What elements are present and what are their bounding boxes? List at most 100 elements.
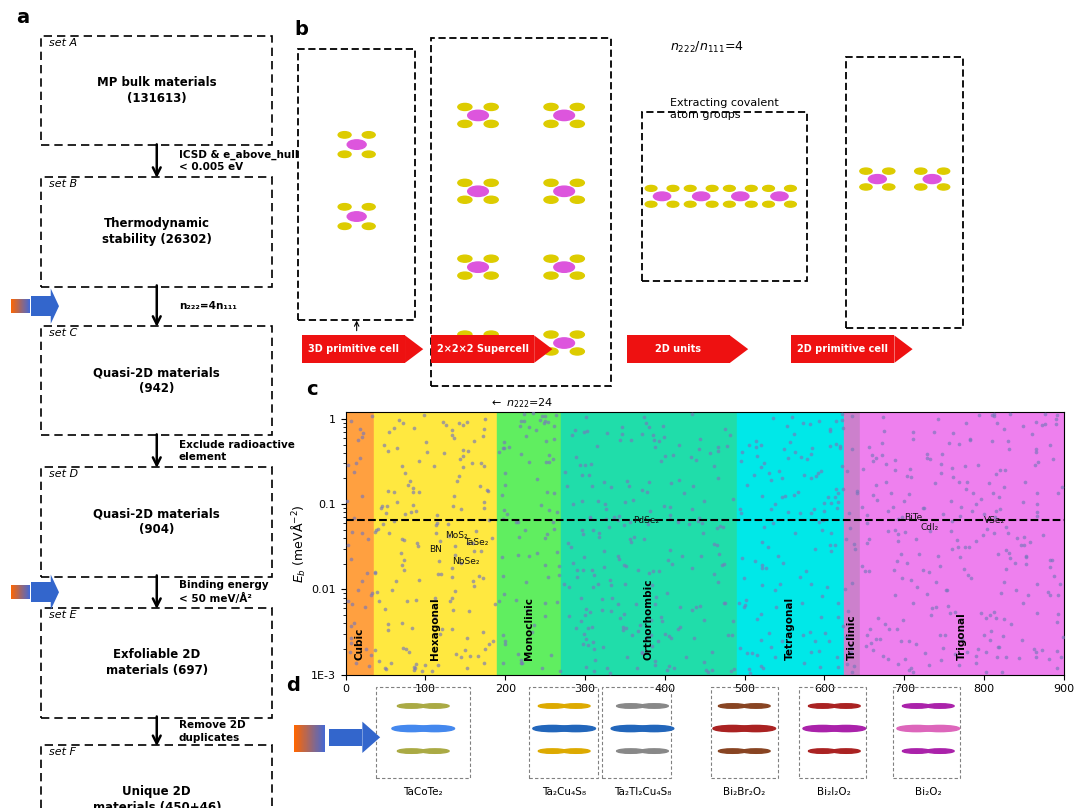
Circle shape bbox=[617, 749, 645, 753]
Point bbox=[811, 660, 828, 673]
Point bbox=[747, 434, 765, 447]
Point bbox=[1000, 546, 1017, 559]
Point bbox=[586, 654, 604, 667]
Point bbox=[405, 498, 422, 511]
Point bbox=[670, 516, 687, 528]
FancyBboxPatch shape bbox=[41, 467, 272, 577]
Point bbox=[635, 410, 652, 423]
Point bbox=[806, 503, 823, 516]
Point bbox=[690, 512, 707, 525]
Point bbox=[840, 648, 858, 661]
Point bbox=[657, 449, 674, 462]
Point bbox=[1016, 475, 1034, 488]
Point bbox=[572, 615, 590, 628]
Point bbox=[463, 456, 481, 469]
Point bbox=[1050, 608, 1067, 621]
Point bbox=[663, 558, 680, 570]
Point bbox=[595, 475, 612, 488]
Point bbox=[643, 613, 660, 626]
Point bbox=[531, 413, 549, 426]
Point bbox=[397, 642, 415, 655]
Point bbox=[955, 562, 972, 575]
Point bbox=[584, 581, 602, 594]
Point bbox=[719, 629, 737, 642]
Point bbox=[731, 642, 748, 654]
Point bbox=[714, 520, 731, 533]
Circle shape bbox=[362, 204, 375, 210]
Point bbox=[734, 572, 752, 585]
Point bbox=[361, 659, 378, 672]
Point bbox=[731, 503, 748, 516]
Point bbox=[1040, 586, 1057, 599]
Point bbox=[872, 633, 889, 646]
Point bbox=[828, 650, 846, 663]
Point bbox=[988, 650, 1005, 663]
Point bbox=[516, 524, 534, 537]
Circle shape bbox=[544, 331, 558, 338]
Circle shape bbox=[458, 120, 472, 128]
Point bbox=[363, 588, 380, 601]
Point bbox=[774, 557, 792, 570]
Point bbox=[360, 532, 377, 545]
Point bbox=[538, 456, 555, 469]
Point bbox=[606, 511, 623, 524]
Point bbox=[648, 591, 665, 604]
Point bbox=[916, 647, 933, 660]
Point bbox=[748, 648, 766, 661]
Point bbox=[594, 592, 611, 605]
Point bbox=[346, 617, 363, 629]
Point bbox=[521, 421, 538, 434]
Point bbox=[528, 473, 545, 486]
Point bbox=[617, 495, 634, 508]
Point bbox=[781, 598, 798, 611]
Bar bbox=[346, 412, 374, 675]
Point bbox=[353, 489, 370, 502]
Circle shape bbox=[362, 151, 375, 158]
Point bbox=[1012, 538, 1029, 551]
Point bbox=[812, 610, 829, 623]
Point bbox=[457, 643, 474, 656]
Point bbox=[368, 585, 386, 598]
Point bbox=[639, 486, 657, 499]
Circle shape bbox=[544, 348, 558, 355]
Polygon shape bbox=[535, 335, 552, 363]
Point bbox=[921, 524, 939, 537]
Point bbox=[990, 490, 1008, 503]
Point bbox=[887, 454, 904, 467]
Point bbox=[710, 440, 727, 453]
Bar bbox=[31, 297, 51, 316]
Point bbox=[882, 486, 900, 499]
Point bbox=[1007, 557, 1024, 570]
Point bbox=[383, 583, 401, 596]
Circle shape bbox=[362, 223, 375, 229]
Circle shape bbox=[570, 103, 584, 111]
Point bbox=[517, 430, 535, 443]
Point bbox=[1009, 532, 1026, 545]
Circle shape bbox=[926, 704, 954, 709]
Point bbox=[995, 612, 1012, 625]
Point bbox=[704, 646, 721, 659]
Point bbox=[977, 665, 995, 678]
Circle shape bbox=[868, 175, 887, 183]
Point bbox=[661, 512, 678, 525]
Point bbox=[475, 656, 492, 669]
Point bbox=[899, 469, 916, 482]
Point bbox=[510, 516, 527, 528]
Point bbox=[968, 498, 985, 511]
Point bbox=[1028, 509, 1045, 522]
Point bbox=[433, 567, 450, 580]
Point bbox=[630, 625, 647, 638]
Point bbox=[549, 506, 566, 519]
Point bbox=[737, 593, 754, 606]
Point bbox=[786, 527, 804, 540]
Point bbox=[498, 507, 515, 520]
Point bbox=[644, 579, 661, 591]
Point bbox=[431, 627, 448, 640]
Point bbox=[1001, 407, 1018, 420]
Point bbox=[653, 614, 671, 627]
Point bbox=[828, 501, 846, 514]
Circle shape bbox=[416, 726, 455, 732]
Point bbox=[958, 646, 975, 659]
Point bbox=[748, 612, 766, 625]
Point bbox=[366, 525, 383, 538]
